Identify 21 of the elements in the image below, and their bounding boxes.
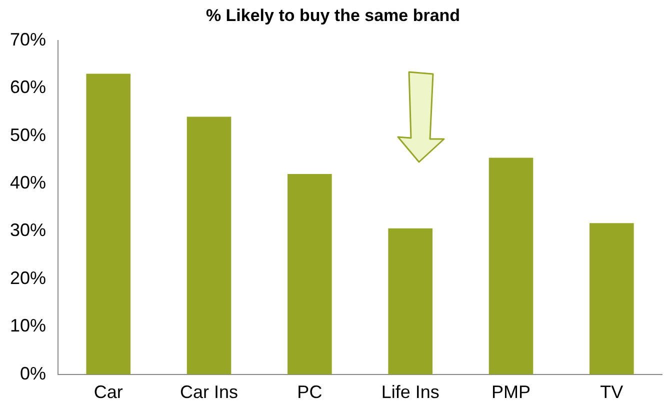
x-tick-label: Life Ins [381,382,440,402]
bar [86,74,131,374]
x-tick-label: PC [297,382,322,402]
y-tick-label: 40% [10,172,46,193]
x-tick-label: Car [94,382,123,402]
x-tick-label: TV [600,382,624,402]
bar [288,174,332,374]
y-tick-label: 30% [10,220,46,240]
chart-title: % Likely to buy the same brand [206,6,460,25]
bar [488,158,534,374]
y-tick-label: 10% [10,316,46,336]
x-tick-label: Car Ins [180,382,238,402]
y-tick-label: 60% [10,77,46,98]
bar [388,228,432,374]
y-tick-label: 0% [20,363,46,384]
y-tick-label: 20% [10,268,46,288]
bar [590,223,634,374]
y-tick-label: 70% [10,29,46,50]
x-tick-label: PMP [492,382,531,402]
y-tick-label: 50% [10,124,46,145]
bar [186,116,232,374]
